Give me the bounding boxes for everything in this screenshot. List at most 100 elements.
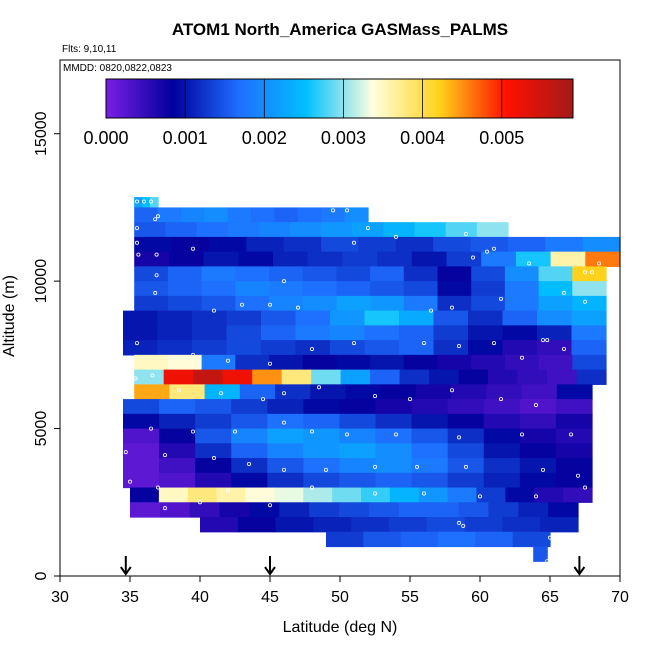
heatmap-cell: [537, 325, 573, 341]
heatmap-cell: [555, 472, 593, 489]
heatmap-cell: [447, 443, 485, 459]
heatmap-cell: [201, 266, 236, 282]
data-point: [583, 270, 588, 275]
heatmap-cell: [231, 428, 268, 444]
heatmap-cell: [538, 281, 573, 297]
data-point: [576, 473, 581, 478]
data-point: [344, 208, 349, 213]
heatmap-cell: [235, 266, 270, 282]
heatmap-cell: [358, 236, 397, 253]
heatmap-cell: [502, 517, 541, 533]
heatmap-cell: [159, 443, 196, 459]
heatmap-cell: [555, 443, 593, 459]
data-points: [123, 199, 602, 564]
data-point: [365, 226, 370, 231]
heatmap-cell: [399, 310, 435, 326]
data-point: [281, 467, 286, 472]
heatmap-cell: [415, 384, 452, 400]
data-point: [295, 305, 300, 310]
heatmap-cell: [193, 369, 224, 385]
heatmap-cell: [488, 502, 519, 518]
heatmap-cell: [330, 310, 366, 326]
heatmap-cell: [339, 413, 377, 430]
heatmap-cell: [274, 487, 304, 503]
y-tick-label: 5000: [33, 411, 50, 447]
x-tick-label: 65: [541, 589, 559, 606]
heatmap-cell: [237, 517, 277, 533]
heatmap-cell: [245, 487, 275, 503]
heatmap-cell: [534, 487, 564, 503]
data-point: [463, 231, 468, 236]
heatmap-cell: [517, 369, 548, 385]
data-point: [316, 385, 321, 390]
heatmap-cell: [321, 236, 360, 253]
heatmap-cell: [504, 281, 540, 297]
heatmap-cell: [332, 487, 362, 503]
heatmap-cell: [555, 458, 593, 474]
heatmap-cell: [336, 281, 371, 297]
heatmap-cell: [302, 354, 337, 371]
data-point: [534, 402, 539, 407]
data-point: [470, 255, 475, 260]
heatmap-cell: [222, 369, 253, 385]
data-point: [456, 520, 461, 525]
heatmap-cell: [192, 340, 228, 356]
heatmap-cell: [159, 399, 196, 415]
data-point: [449, 388, 454, 393]
heatmap-cell: [303, 487, 333, 503]
heatmap-cell: [189, 502, 221, 518]
heatmap-cell: [414, 222, 447, 238]
heatmap-cell: [538, 266, 573, 282]
heatmap-cell: [519, 413, 557, 430]
heatmap-cell: [267, 458, 304, 474]
heatmap-cell: [375, 443, 413, 459]
heatmap-cell: [399, 369, 430, 385]
heatmap-cell: [403, 281, 439, 297]
data-point: [211, 308, 216, 313]
data-point: [309, 429, 314, 434]
data-point: [123, 450, 128, 455]
heatmap-cell: [310, 384, 347, 400]
heatmap-cell: [351, 517, 390, 533]
heatmap-cell: [134, 281, 169, 297]
heatmap-cell: [370, 354, 405, 371]
data-point: [330, 208, 335, 213]
colorbar: 0.000 0.001 0.002 0.003 0.004 0.005: [83, 78, 574, 148]
heatmap-cell: [307, 251, 343, 267]
heatmap-cell: [273, 251, 309, 267]
heatmap-cell: [261, 340, 297, 356]
y-tick-label: 0: [33, 571, 50, 580]
heatmap-cell: [447, 428, 485, 444]
heatmap-cell: [309, 502, 340, 518]
heatmap-cell: [123, 310, 159, 326]
heatmap-cell: [159, 458, 196, 474]
heatmap-cell: [123, 413, 160, 430]
heatmap-cell: [339, 428, 377, 444]
y-axis: 0 5000 10000 15000: [33, 111, 60, 580]
data-point: [154, 273, 159, 278]
heatmap-cell: [321, 207, 346, 223]
heatmap-cell: [231, 443, 268, 459]
heatmap-cell: [204, 207, 229, 223]
heatmap-cell: [571, 310, 607, 326]
heatmap-cell: [375, 413, 413, 430]
heatmap-cell: [426, 517, 466, 533]
heatmap-cell: [134, 369, 165, 385]
heatmap-cell: [269, 354, 304, 371]
heatmap-cell: [167, 281, 203, 297]
heatmap-cell: [537, 340, 573, 356]
heatmap-cell: [375, 472, 413, 489]
heatmap-cell: [123, 325, 159, 341]
data-point: [134, 240, 139, 245]
data-point: [562, 346, 567, 351]
data-point: [225, 358, 230, 363]
data-point: [153, 290, 158, 295]
heatmap-cell: [168, 251, 205, 267]
heatmap-cell: [165, 222, 198, 238]
heatmap-cell: [538, 354, 573, 371]
heatmap-cell: [547, 369, 578, 385]
x-tick-label: 35: [121, 589, 139, 606]
data-point: [260, 397, 265, 402]
heatmap-cell: [519, 443, 557, 459]
heatmap-cell: [275, 384, 311, 400]
